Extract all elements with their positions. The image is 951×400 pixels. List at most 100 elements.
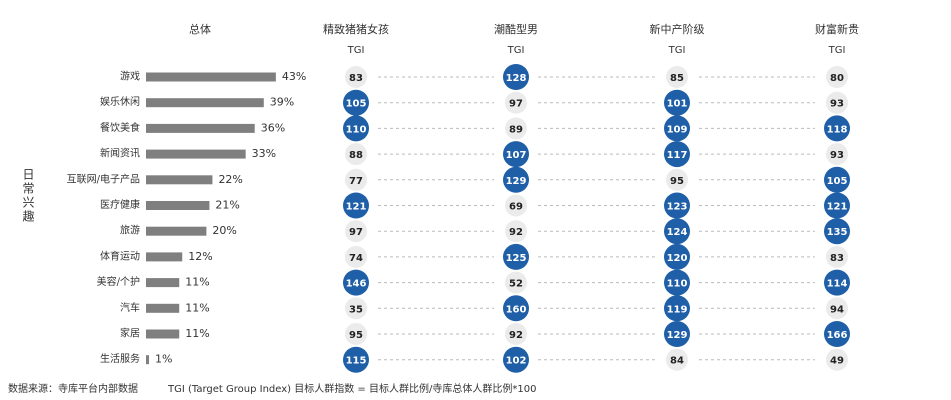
tgi-circle bbox=[664, 89, 690, 116]
tgi-value: 97 bbox=[509, 99, 523, 110]
category-label: 家居 bbox=[120, 327, 140, 340]
tgi-label: TGI bbox=[507, 45, 525, 56]
tgi-circle bbox=[666, 348, 688, 371]
tgi-label: TGI bbox=[828, 45, 846, 56]
tgi-circle bbox=[503, 64, 529, 90]
tgi-circle bbox=[664, 115, 690, 142]
tgi-value: 49 bbox=[830, 356, 844, 367]
bar bbox=[146, 278, 180, 288]
tgi-value: 146 bbox=[346, 279, 367, 290]
tgi-value: 166 bbox=[827, 330, 848, 341]
tgi-value: 97 bbox=[349, 227, 363, 238]
tgi-circle bbox=[503, 295, 529, 322]
tgi-circle bbox=[826, 91, 848, 114]
tgi-value: 114 bbox=[827, 279, 848, 290]
tgi-value: 121 bbox=[346, 202, 367, 213]
tgi-circle bbox=[664, 243, 690, 270]
tgi-circle bbox=[345, 323, 367, 345]
category-label: 汽车 bbox=[120, 301, 140, 314]
tgi-value: 74 bbox=[349, 253, 363, 264]
tgi-circle bbox=[345, 143, 367, 166]
tgi-circle bbox=[345, 297, 367, 320]
tgi-circle bbox=[343, 192, 369, 219]
tgi-value: 52 bbox=[509, 279, 523, 290]
tgi-circle bbox=[826, 143, 848, 166]
tgi-value: 83 bbox=[349, 73, 363, 84]
tgi-circle bbox=[664, 141, 690, 168]
tgi-circle bbox=[343, 89, 369, 116]
tgi-circle bbox=[824, 115, 850, 142]
tgi-value: 85 bbox=[670, 73, 684, 84]
tgi-value: 121 bbox=[827, 202, 848, 213]
value-label: 39% bbox=[270, 96, 294, 109]
tgi-value: 125 bbox=[506, 253, 527, 264]
tgi-value: 105 bbox=[827, 176, 848, 187]
tgi-circle bbox=[503, 346, 529, 373]
tgi-circle bbox=[505, 194, 527, 217]
tgi-value: 128 bbox=[506, 73, 527, 84]
tgi-circle bbox=[824, 218, 850, 245]
tgi-value: 92 bbox=[509, 330, 523, 341]
tgi-value: 120 bbox=[667, 253, 688, 264]
category-label: 新闻资讯 bbox=[100, 147, 140, 160]
tgi-value: 118 bbox=[827, 124, 848, 135]
category-label: 互联网/电子产品 bbox=[67, 172, 140, 185]
tgi-value: 94 bbox=[830, 304, 844, 315]
tgi-circle bbox=[343, 115, 369, 142]
value-label: 11% bbox=[185, 301, 209, 314]
tgi-value: 129 bbox=[667, 330, 688, 341]
category-label: 医疗健康 bbox=[100, 198, 140, 211]
category-label: 娱乐休闲 bbox=[100, 95, 140, 108]
value-label: 1% bbox=[155, 353, 172, 366]
tgi-value: 80 bbox=[830, 73, 844, 84]
tgi-circle bbox=[505, 117, 527, 140]
value-label: 11% bbox=[185, 327, 209, 340]
segment-name: 财富新贵 bbox=[815, 22, 859, 36]
tgi-circle bbox=[503, 243, 529, 270]
tgi-circle bbox=[505, 271, 527, 294]
tgi-value: 124 bbox=[667, 227, 688, 238]
tgi-value: 95 bbox=[349, 330, 363, 341]
tgi-value: 84 bbox=[670, 356, 684, 367]
tgi-value: 110 bbox=[346, 124, 367, 135]
tgi-circle bbox=[826, 245, 848, 268]
tgi-circle bbox=[666, 168, 688, 191]
tgi-circle bbox=[505, 323, 527, 345]
value-label: 21% bbox=[215, 199, 239, 212]
bar bbox=[146, 201, 210, 210]
tgi-label: TGI bbox=[347, 45, 365, 56]
tgi-circle bbox=[505, 91, 527, 114]
note: TGI (Target Group Index) 目标人群指数 = 目标人群比例… bbox=[167, 382, 536, 395]
tgi-circle bbox=[664, 218, 690, 245]
category-label: 餐饮美食 bbox=[100, 121, 140, 134]
category-label: 美容/个护 bbox=[97, 275, 140, 288]
segment-name: 新中产阶级 bbox=[650, 22, 705, 36]
chart-title: 总体 bbox=[189, 22, 211, 36]
tgi-circle bbox=[343, 269, 369, 296]
category-label: 旅游 bbox=[120, 224, 140, 237]
tgi-value: 95 bbox=[670, 176, 684, 187]
tgi-circle bbox=[666, 66, 688, 88]
bar bbox=[146, 149, 246, 159]
tgi-value: 93 bbox=[830, 99, 844, 110]
bar bbox=[146, 303, 180, 313]
segment-name: 潮酷型男 bbox=[494, 22, 538, 36]
tgi-circle bbox=[826, 348, 848, 371]
bar bbox=[146, 252, 183, 262]
tgi-circle bbox=[664, 321, 690, 347]
tgi-value: 93 bbox=[830, 150, 844, 161]
tgi-value: 88 bbox=[349, 150, 363, 161]
value-label: 11% bbox=[185, 276, 209, 289]
tgi-circle bbox=[664, 269, 690, 296]
tgi-value: 119 bbox=[667, 304, 688, 315]
tgi-value: 160 bbox=[506, 304, 527, 315]
tgi-value: 109 bbox=[667, 124, 688, 135]
tgi-label: TGI bbox=[668, 45, 686, 56]
value-label: 12% bbox=[188, 250, 212, 263]
tgi-circle bbox=[664, 295, 690, 322]
tgi-value: 115 bbox=[346, 356, 367, 367]
tgi-value: 77 bbox=[349, 176, 363, 187]
tgi-value: 92 bbox=[509, 227, 523, 238]
